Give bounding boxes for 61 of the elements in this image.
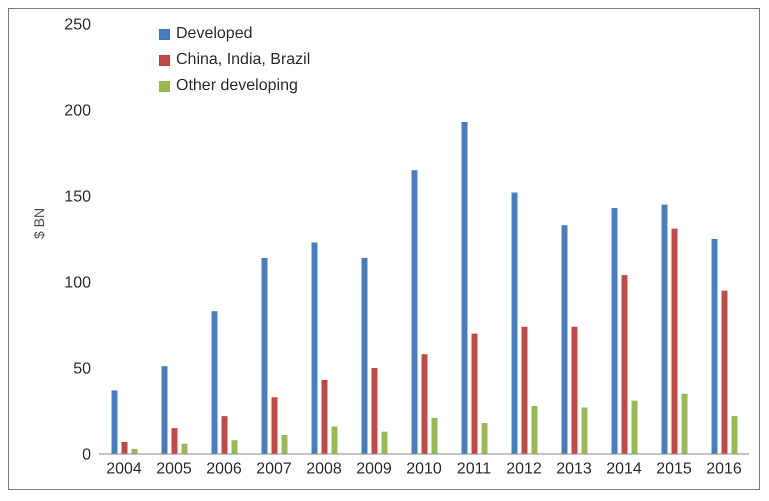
bar — [462, 122, 468, 454]
bar — [662, 204, 668, 454]
bar — [422, 354, 428, 454]
bar — [212, 311, 218, 454]
legend-label: China, India, Brazil — [176, 51, 310, 69]
bar — [572, 326, 578, 454]
bar — [562, 225, 568, 454]
bar — [122, 442, 128, 454]
bar — [172, 428, 178, 454]
y-tick-label: 50 — [73, 360, 92, 378]
x-tick-label: 2009 — [356, 460, 392, 478]
x-tick-label: 2004 — [106, 460, 142, 478]
bar — [112, 390, 118, 454]
bar — [412, 170, 418, 454]
bar — [262, 258, 268, 454]
bar — [432, 418, 438, 454]
bar — [222, 416, 228, 454]
bar — [582, 408, 588, 454]
x-tick-label: 2005 — [156, 460, 192, 478]
bar — [512, 192, 518, 454]
legend-label: Developed — [176, 25, 252, 43]
bar — [532, 406, 538, 454]
bar — [182, 444, 188, 454]
legend-label: Other developing — [176, 77, 298, 95]
bar — [372, 368, 378, 454]
bar — [612, 208, 618, 454]
y-tick-label: 200 — [64, 102, 92, 120]
bar — [482, 423, 488, 454]
bar — [672, 228, 678, 454]
bar — [472, 334, 478, 454]
bar — [162, 366, 168, 454]
y-tick-label: 150 — [64, 188, 92, 206]
bar — [722, 290, 728, 454]
x-tick-label: 2012 — [506, 460, 542, 478]
bar — [332, 426, 338, 454]
x-tick-label: 2007 — [256, 460, 292, 478]
x-tick-label: 2016 — [706, 460, 742, 478]
bar — [632, 400, 638, 454]
x-tick-label: 2015 — [656, 460, 692, 478]
bar — [732, 416, 738, 454]
x-tick-label: 2010 — [406, 460, 442, 478]
bar — [522, 326, 528, 454]
bar — [272, 397, 278, 454]
y-tick-label: 0 — [82, 446, 92, 464]
y-axis-title: $ BN — [30, 208, 47, 239]
bar — [382, 432, 388, 454]
bar — [622, 275, 628, 454]
bar — [362, 258, 368, 454]
x-tick-label: 2008 — [306, 460, 342, 478]
bar — [232, 440, 238, 454]
bar — [712, 239, 718, 454]
x-tick-label: 2014 — [606, 460, 642, 478]
x-tick-label: 2006 — [206, 460, 242, 478]
bar — [322, 380, 328, 454]
x-tick-label: 2013 — [556, 460, 592, 478]
bar — [282, 435, 288, 454]
y-tick-label: 100 — [64, 274, 92, 292]
y-tick-label: 250 — [64, 16, 92, 34]
bar — [682, 394, 688, 454]
x-tick-label: 2011 — [456, 460, 492, 478]
bar — [312, 242, 318, 454]
